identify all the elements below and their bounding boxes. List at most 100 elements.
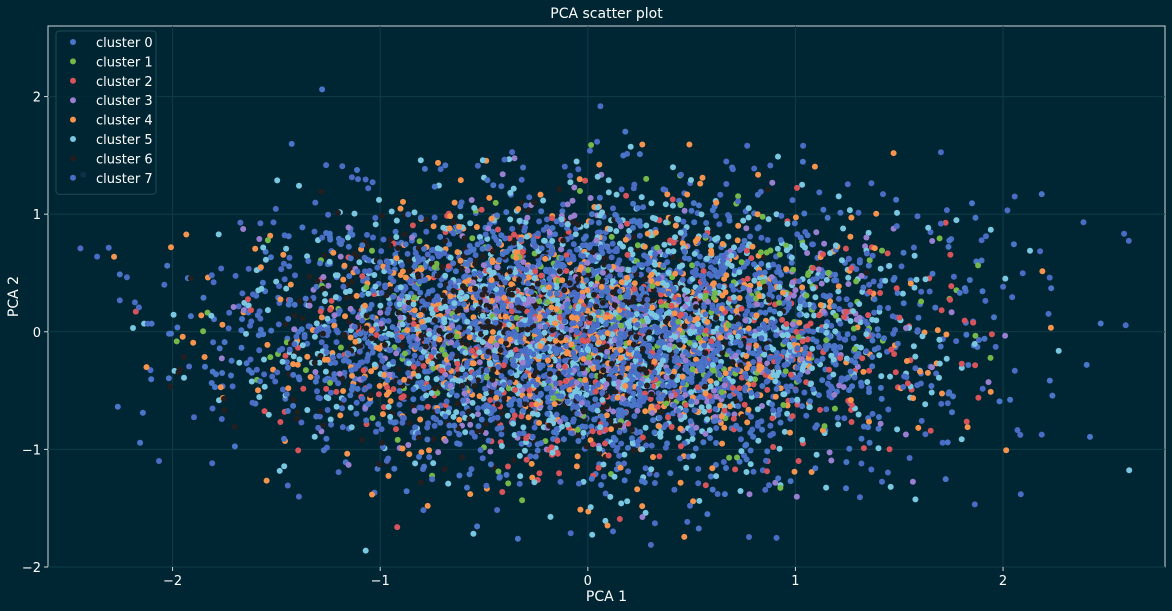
scatter-point — [386, 473, 392, 479]
scatter-point — [543, 267, 549, 273]
scatter-point — [124, 274, 130, 280]
scatter-point — [946, 238, 952, 244]
scatter-point — [708, 378, 714, 384]
scatter-point — [167, 384, 173, 390]
scatter-point — [183, 232, 189, 238]
scatter-point — [722, 491, 728, 497]
scatter-point — [944, 356, 950, 362]
scatter-point — [849, 383, 855, 389]
scatter-point — [545, 378, 551, 384]
scatter-point — [833, 242, 839, 248]
scatter-point — [269, 374, 275, 380]
scatter-point — [156, 458, 162, 464]
scatter-point — [821, 241, 827, 247]
scatter-point — [319, 339, 325, 345]
scatter-point — [683, 465, 689, 471]
scatter-point — [885, 250, 891, 256]
scatter-point — [432, 215, 438, 221]
scatter-point — [840, 226, 846, 232]
scatter-point — [804, 250, 810, 256]
scatter-point — [209, 460, 215, 466]
scatter-point — [363, 417, 369, 423]
scatter-point — [404, 488, 410, 494]
scatter-point — [676, 435, 682, 441]
scatter-point — [395, 337, 401, 343]
scatter-point — [512, 412, 518, 418]
scatter-point — [412, 353, 418, 359]
scatter-point — [856, 210, 862, 216]
scatter-point — [448, 255, 454, 261]
scatter-point — [593, 389, 599, 395]
scatter-point — [812, 465, 818, 471]
scatter-point — [292, 302, 298, 308]
scatter-point — [273, 206, 279, 212]
scatter-point — [727, 393, 733, 399]
scatter-point — [663, 201, 669, 207]
scatter-point — [930, 271, 936, 277]
scatter-point — [975, 395, 981, 401]
scatter-point — [764, 468, 770, 474]
scatter-point — [866, 389, 872, 395]
scatter-point — [714, 380, 720, 386]
scatter-point — [466, 416, 472, 422]
scatter-point — [333, 272, 339, 278]
scatter-point — [339, 405, 345, 411]
scatter-point — [596, 220, 602, 226]
scatter-point — [710, 362, 716, 368]
scatter-point — [322, 298, 328, 304]
scatter-point — [379, 213, 385, 219]
scatter-point — [1009, 294, 1015, 300]
scatter-point — [588, 195, 594, 201]
scatter-point — [257, 220, 263, 226]
scatter-point — [928, 428, 934, 434]
scatter-point — [511, 457, 517, 463]
scatter-point — [673, 223, 679, 229]
scatter-point — [782, 429, 788, 435]
scatter-point — [945, 439, 951, 445]
scatter-point — [867, 289, 873, 295]
scatter-point — [473, 252, 479, 258]
scatter-point — [708, 474, 714, 480]
scatter-point — [835, 415, 841, 421]
scatter-point — [790, 267, 796, 273]
scatter-point — [845, 375, 851, 381]
scatter-point — [865, 312, 871, 318]
scatter-point — [813, 229, 819, 235]
scatter-point — [631, 267, 637, 273]
scatter-point — [936, 375, 942, 381]
scatter-point — [755, 406, 761, 412]
scatter-point — [925, 225, 931, 231]
scatter-point — [688, 389, 694, 395]
scatter-point — [252, 246, 258, 252]
scatter-point — [670, 203, 676, 209]
scatter-point — [597, 103, 603, 109]
scatter-point — [297, 356, 303, 362]
scatter-point — [218, 384, 224, 390]
scatter-point — [564, 350, 570, 356]
scatter-point — [460, 398, 466, 404]
scatter-point — [391, 466, 397, 472]
scatter-point — [495, 469, 501, 475]
scatter-point — [744, 143, 750, 149]
scatter-point — [878, 385, 884, 391]
scatter-point — [1047, 378, 1053, 384]
scatter-point — [799, 284, 805, 290]
scatter-point — [972, 362, 978, 368]
scatter-point — [401, 393, 407, 399]
scatter-point — [373, 221, 379, 227]
scatter-point — [915, 213, 921, 219]
scatter-point — [364, 232, 370, 238]
scatter-point — [349, 373, 355, 379]
scatter-point — [589, 211, 595, 217]
scatter-point — [637, 233, 643, 239]
scatter-point — [912, 354, 918, 360]
scatter-point — [875, 333, 881, 339]
scatter-point — [584, 260, 590, 266]
scatter-point — [117, 297, 123, 303]
scatter-point — [240, 226, 246, 232]
scatter-point — [759, 427, 765, 433]
scatter-point — [610, 205, 616, 211]
scatter-point — [589, 476, 595, 482]
scatter-point — [287, 297, 293, 303]
scatter-point — [841, 415, 847, 421]
